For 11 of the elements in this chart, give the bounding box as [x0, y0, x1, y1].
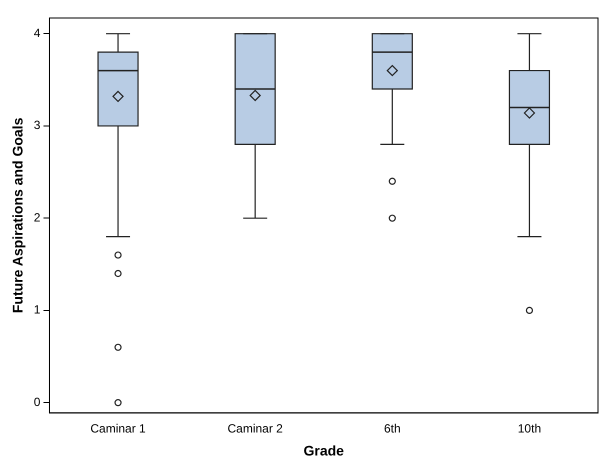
y-tick-label: 0	[34, 394, 41, 409]
x-tick-label: Caminar 1	[90, 421, 146, 436]
y-tick-label: 3	[34, 118, 41, 132]
x-tick-label: 6th	[384, 421, 401, 436]
y-tick-label: 4	[34, 26, 41, 40]
x-tick-label: Caminar 2	[227, 421, 284, 436]
x-tick-label: 10th	[518, 421, 542, 436]
y-tick-label: 2	[34, 210, 41, 224]
y-axis-title: Future Aspirations and Goals	[9, 117, 26, 314]
x-axis-title: Grade	[304, 442, 344, 458]
y-tick-label: 1	[34, 302, 41, 317]
